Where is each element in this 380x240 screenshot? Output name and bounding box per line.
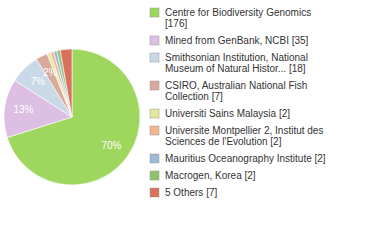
legend-line: Centre for Biodiversity Genomics xyxy=(165,7,311,18)
legend-label: Universite Montpellier 2, Institut desSc… xyxy=(165,125,323,147)
legend-swatch xyxy=(150,154,159,163)
legend-swatch xyxy=(150,109,159,118)
legend-line: CSIRO, Australian National Fish xyxy=(165,80,307,91)
legend-item: Universite Montpellier 2, Institut desSc… xyxy=(150,125,323,147)
legend-label: Mined from GenBank, NCBI [35] xyxy=(165,35,309,46)
legend-swatch xyxy=(150,81,159,90)
legend-item: Universiti Sains Malaysia [2] xyxy=(150,108,290,119)
legend-line: [176] xyxy=(165,18,187,29)
legend-swatch xyxy=(150,171,159,180)
legend-swatch xyxy=(150,126,159,135)
legend-line: Universite Montpellier 2, Institut des xyxy=(165,125,323,136)
legend-label: Universiti Sains Malaysia [2] xyxy=(165,108,290,119)
legend-item: CSIRO, Australian National FishCollectio… xyxy=(150,80,307,102)
legend-line: Smithsonian Institution, National xyxy=(165,52,308,63)
data-labels: 70%13%7%2% xyxy=(13,67,121,151)
legend-item: 5 Others [7] xyxy=(150,187,217,198)
legend-item: Mauritius Oceanography Institute [2] xyxy=(150,153,326,164)
legend-label: CSIRO, Australian National FishCollectio… xyxy=(165,80,307,102)
legend-line: Mined from GenBank, NCBI [35] xyxy=(165,35,309,46)
legend-item: Mined from GenBank, NCBI [35] xyxy=(150,35,309,46)
legend-label: Centre for Biodiversity Genomics[176] xyxy=(165,7,311,29)
legend-item: Centre for Biodiversity Genomics[176] xyxy=(150,7,311,29)
data-label: 13% xyxy=(13,104,33,115)
legend-swatch xyxy=(150,36,159,45)
slice xyxy=(60,49,72,117)
legend-line: Museum of Natural Histor... [18] xyxy=(165,63,306,74)
legend-line: Macrogen, Korea [2] xyxy=(165,170,256,181)
legend-line: Mauritius Oceanography Institute [2] xyxy=(165,153,326,164)
legend-line: Collection [7] xyxy=(165,91,223,102)
pie xyxy=(4,49,140,185)
legend-item: Smithsonian Institution, NationalMuseum … xyxy=(150,52,308,74)
legend-label: Smithsonian Institution, NationalMuseum … xyxy=(165,52,308,74)
legend-swatch xyxy=(150,8,159,17)
data-label: 2% xyxy=(43,67,58,78)
chart: 70%13%7%2%Centre for Biodiversity Genomi… xyxy=(0,0,380,240)
legend-swatch xyxy=(150,188,159,197)
legend-item: Macrogen, Korea [2] xyxy=(150,170,256,181)
legend-swatch xyxy=(150,53,159,62)
legend-line: Sciences de l'Evolution [2] xyxy=(165,136,282,147)
legend-line: 5 Others [7] xyxy=(165,187,217,198)
legend: Centre for Biodiversity Genomics[176] Min… xyxy=(150,7,326,198)
legend-label: 5 Others [7] xyxy=(165,187,217,198)
legend-line: Universiti Sains Malaysia [2] xyxy=(165,108,290,119)
data-label: 70% xyxy=(101,140,121,151)
legend-label: Macrogen, Korea [2] xyxy=(165,170,256,181)
legend-label: Mauritius Oceanography Institute [2] xyxy=(165,153,326,164)
